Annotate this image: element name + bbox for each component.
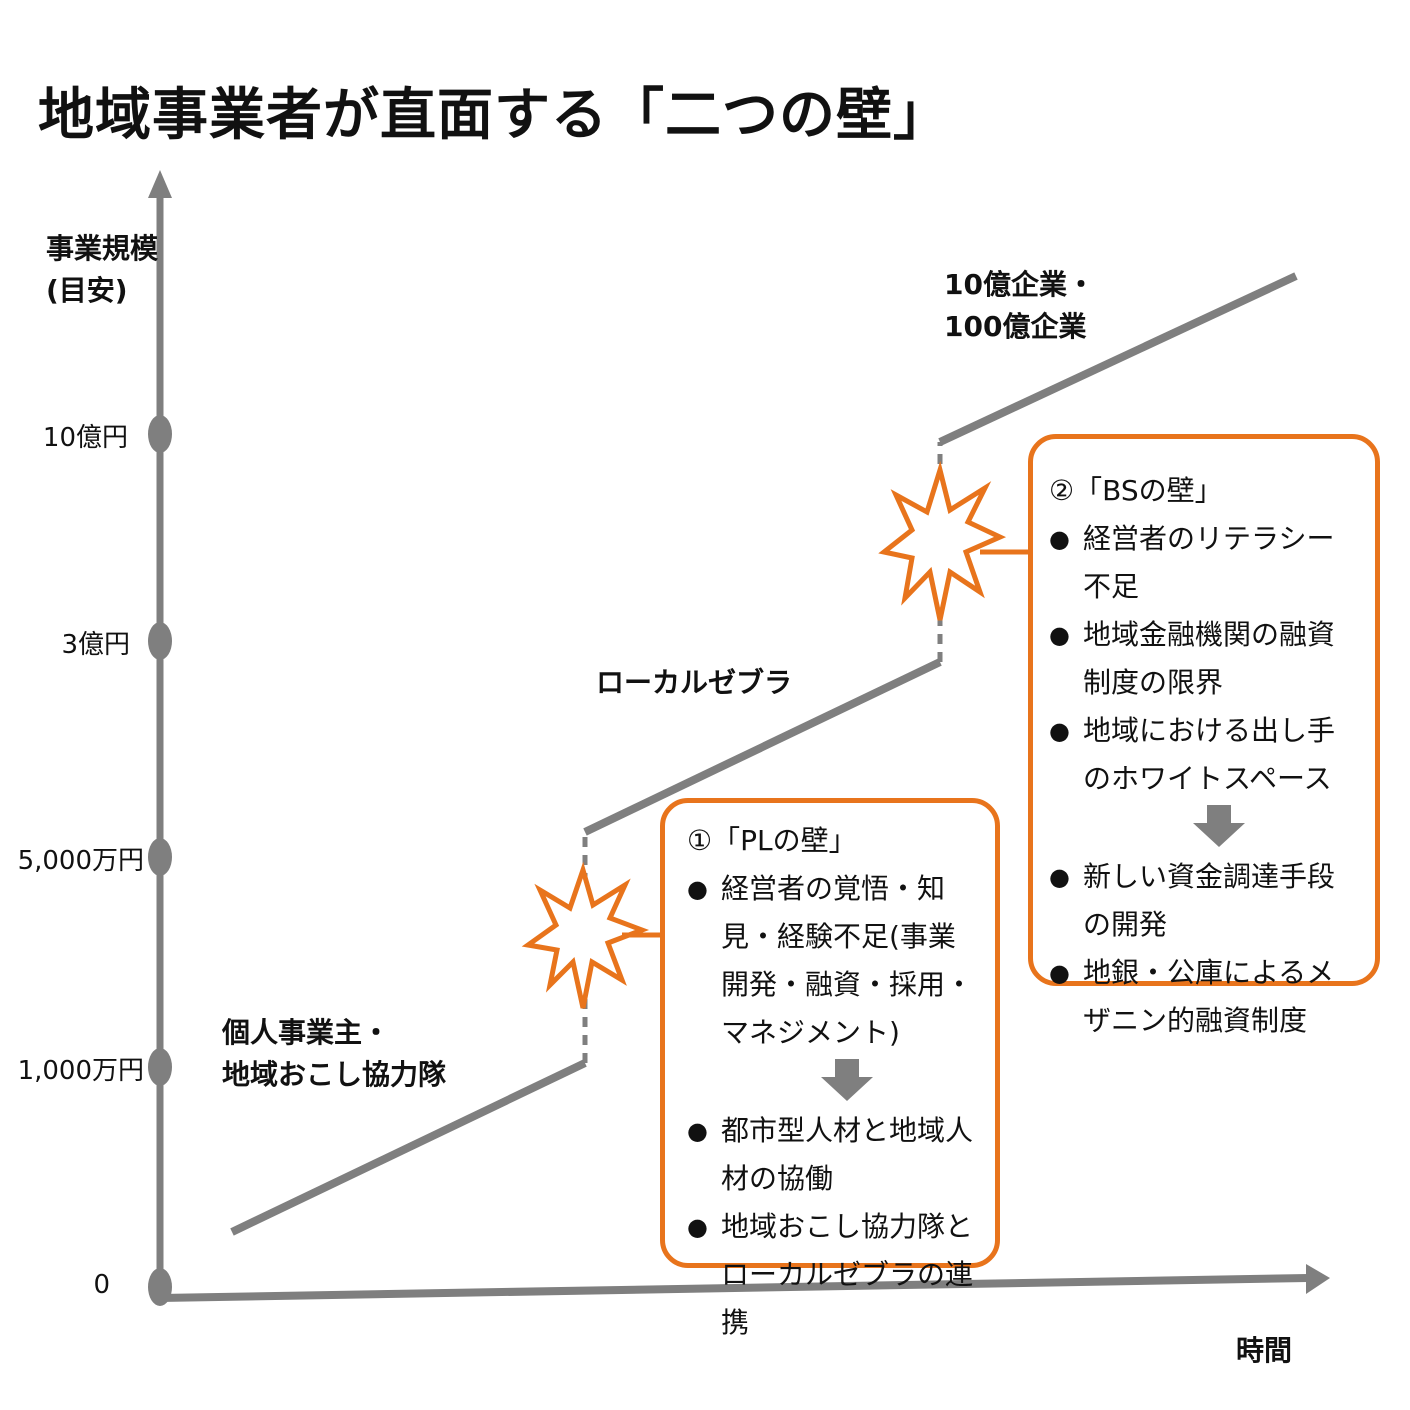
stage2-line xyxy=(583,658,942,836)
stage-label-line: 10億企業・ xyxy=(944,268,1095,301)
tick-marker xyxy=(148,838,172,876)
wall2-title: ②「BSの壁」 xyxy=(1049,474,1223,507)
list-item: 都市型人材と地域人材の協働 xyxy=(687,1107,975,1203)
y-axis-label-line1: 事業規模 xyxy=(46,232,159,265)
list-item: 地域おこし協力隊とローカルゼブラの連携 xyxy=(687,1203,975,1347)
stage-label-1: 個人事業主・ 地域おこし協力隊 xyxy=(222,1012,446,1096)
x-axis-arrowhead xyxy=(1306,1264,1330,1294)
x-axis-label: 時間 xyxy=(1236,1334,1293,1367)
wall1-solution-list: 都市型人材と地域人材の協働 地域おこし協力隊とローカルゼブラの連携 xyxy=(687,1107,975,1347)
list-item: 新しい資金調達手段の開発 xyxy=(1049,853,1355,949)
wall2-solution-list: 新しい資金調達手段の開発 地銀・公庫によるメザニン的融資制度 xyxy=(1049,853,1355,1045)
tick-marker xyxy=(148,415,172,453)
tick-marker xyxy=(148,622,172,660)
tick-marker xyxy=(148,1268,172,1306)
wall2-box: ②「BSの壁」 経営者のリテラシー不足 地域金融機関の融資制度の限界 地域におけ… xyxy=(1028,434,1380,1037)
stage-label-line: 個人事業主・ xyxy=(222,1016,391,1049)
y-axis-label-line2: (目安) xyxy=(46,274,128,307)
stage-label-line: 地域おこし協力隊 xyxy=(222,1058,447,1091)
tick-label: 10億円 xyxy=(42,423,128,453)
list-item: 地域金融機関の融資制度の限界 xyxy=(1049,611,1355,707)
wall1-problem-list: 経営者の覚悟・知見・経験不足(事業開発・融資・採用・マネジメント) xyxy=(687,865,975,1057)
stage3-line xyxy=(938,272,1298,446)
stage1-line xyxy=(230,1059,587,1236)
list-item: 地銀・公庫によるメザニン的融資制度 xyxy=(1049,949,1355,1045)
stage-label-line: ローカルゼブラ xyxy=(596,666,793,699)
wall2-problem-list: 経営者のリテラシー不足 地域金融機関の融資制度の限界 地域における出し手のホワイ… xyxy=(1049,515,1355,803)
tick-label: 0 xyxy=(93,1270,110,1300)
list-item: 経営者のリテラシー不足 xyxy=(1049,515,1355,611)
wall1-title: ①「PLの壁」 xyxy=(687,824,857,857)
stage-label-2: ローカルゼブラ xyxy=(596,662,792,704)
tick-label: 3億円 xyxy=(61,630,130,660)
tick-label: 1,000万円 xyxy=(17,1056,144,1086)
down-arrow-icon xyxy=(1193,805,1245,847)
y-axis-label: 事業規模 (目安) xyxy=(46,228,158,312)
list-item: 地域における出し手のホワイトスペース xyxy=(1049,707,1355,803)
explosion-icon xyxy=(878,460,1007,621)
stage-label-line: 100億企業 xyxy=(944,310,1087,343)
explosion-icon xyxy=(521,861,650,1009)
list-item: 経営者の覚悟・知見・経験不足(事業開発・融資・採用・マネジメント) xyxy=(687,865,975,1057)
tick-label: 5,000万円 xyxy=(17,846,144,876)
stage-label-3: 10億企業・ 100億企業 xyxy=(944,264,1095,348)
y-axis-arrowhead xyxy=(148,170,172,198)
wall1-box: ①「PLの壁」 経営者の覚悟・知見・経験不足(事業開発・融資・採用・マネジメント… xyxy=(660,798,1000,1339)
down-arrow-icon xyxy=(821,1059,873,1101)
page-title: 地域事業者が直面する「二つの壁」 xyxy=(38,83,950,148)
tick-marker xyxy=(148,1048,172,1086)
